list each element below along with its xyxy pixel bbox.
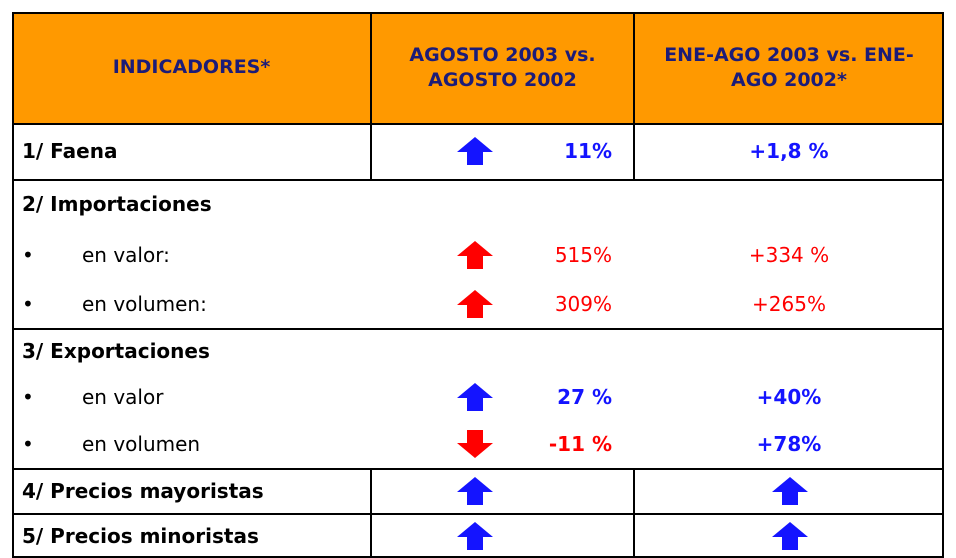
- table-border: [942, 12, 944, 558]
- arrow-up: [457, 521, 493, 550]
- arrow-down: [457, 430, 493, 458]
- table-border: [12, 12, 944, 14]
- section-label: 3/ Exportaciones: [22, 338, 210, 363]
- column-border: [633, 468, 635, 513]
- change-value: 515%: [554, 242, 612, 267]
- item-label: en volumen: [82, 432, 201, 456]
- column-border: [633, 123, 635, 179]
- cumulative-value: +265%: [752, 292, 826, 316]
- header-cell: ENE-AGO 2003 vs. ENE-AGO 2002*: [634, 12, 944, 123]
- item-label: en volumen:: [82, 292, 207, 316]
- row-border: [12, 513, 944, 515]
- arrow-up: [457, 382, 493, 411]
- table-border: [12, 556, 944, 558]
- column-border: [370, 513, 372, 558]
- column-border: [370, 12, 372, 123]
- arrow-shape: [457, 521, 493, 550]
- bullet: •: [22, 292, 34, 316]
- column-border: [633, 12, 635, 123]
- arrow-shape: [457, 290, 493, 318]
- column-border: [370, 468, 372, 513]
- arrow-shape: [457, 430, 493, 458]
- item-label: en valor: [82, 384, 164, 409]
- bullet: •: [22, 432, 34, 456]
- arrow-up: [457, 290, 493, 318]
- section-label: 2/ Importaciones: [22, 192, 212, 216]
- arrow-shape: [457, 240, 493, 269]
- arrow-shape: [457, 382, 493, 411]
- arrow-up: [772, 521, 808, 550]
- bullet: •: [22, 242, 34, 267]
- section-label: 5/ Precios minoristas: [22, 523, 259, 548]
- arrow-shape: [772, 476, 808, 505]
- arrow-up: [457, 240, 493, 269]
- bullet: •: [22, 384, 34, 409]
- header-cell: INDICADORES*: [12, 12, 371, 123]
- section-label: 1/ Faena: [22, 139, 118, 163]
- change-value: -11 %: [548, 432, 612, 456]
- column-border: [370, 123, 372, 179]
- table-border: [12, 12, 14, 558]
- arrow-up: [457, 137, 493, 165]
- item-label: en valor:: [82, 242, 170, 267]
- cumulative-value: +334 %: [748, 242, 830, 267]
- row-border: [12, 468, 944, 470]
- section-label: 4/ Precios mayoristas: [22, 478, 264, 503]
- row-border: [12, 328, 944, 330]
- cumulative-value: +40%: [756, 384, 822, 409]
- arrow-up: [772, 476, 808, 505]
- header-cell: AGOSTO 2003 vs. AGOSTO 2002: [371, 12, 634, 123]
- row-border: [12, 179, 944, 181]
- change-value: 309%: [554, 292, 612, 316]
- cumulative-value: +1,8 %: [749, 139, 829, 163]
- cumulative-value: +78%: [756, 432, 822, 456]
- arrow-shape: [457, 476, 493, 505]
- row-border: [12, 123, 944, 125]
- arrow-up: [457, 476, 493, 505]
- column-border: [633, 513, 635, 558]
- change-value: 27 %: [557, 384, 612, 409]
- change-value: 11%: [564, 139, 612, 163]
- arrow-shape: [772, 521, 808, 550]
- arrow-shape: [457, 137, 493, 165]
